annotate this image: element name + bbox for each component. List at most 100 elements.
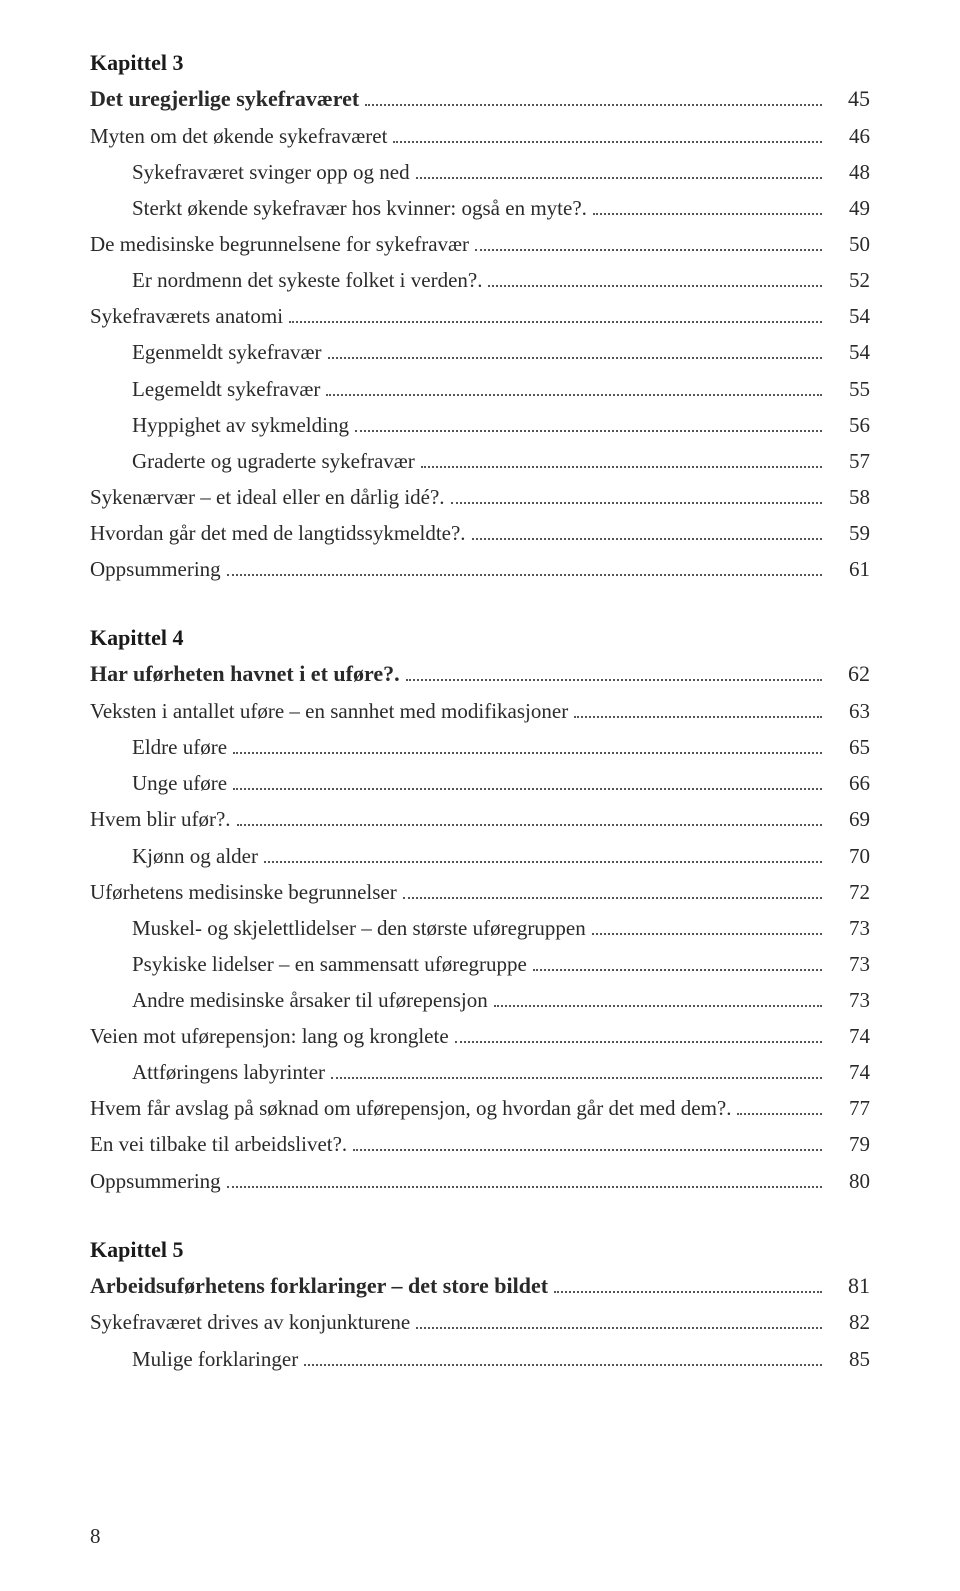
leader-dots <box>533 969 822 971</box>
toc-entry: Hvem får avslag på søknad om uførepensjo… <box>90 1090 870 1126</box>
leader-dots <box>416 177 822 179</box>
toc-entry: Oppsummering61 <box>90 551 870 587</box>
chapter-title-line: Det uregjerlige sykefraværet 45 <box>90 80 870 118</box>
toc-entry-label: Egenmeldt sykefravær <box>132 334 322 370</box>
leader-dots <box>233 788 822 790</box>
toc-entry-label: Attføringens labyrinter <box>132 1054 325 1090</box>
chapter-heading: Kapittel 3 <box>90 50 870 76</box>
leader-dots <box>304 1364 822 1366</box>
chapter-title-line: Arbeidsuførhetens forklaringer – det sto… <box>90 1267 870 1305</box>
toc-page-number: 66 <box>828 765 870 801</box>
toc-entry: Attføringens labyrinter 74 <box>90 1054 870 1090</box>
toc-entry: Sykefraværet svinger opp og ned 48 <box>90 154 870 190</box>
chapter-title: Har uførheten havnet i et uføre?. <box>90 655 400 693</box>
toc-entry-label: Legemeldt sykefravær <box>132 371 320 407</box>
toc-entry-label: Sykefraværets anatomi <box>90 298 283 334</box>
toc-page-number: 72 <box>828 874 870 910</box>
toc-entry-label: Psykiske lidelser – en sammensatt uføreg… <box>132 946 527 982</box>
toc-entry-label: Mulige forklaringer <box>132 1341 298 1377</box>
toc-entry-label: Oppsummering <box>90 1163 221 1199</box>
toc-page-number: 82 <box>828 1304 870 1340</box>
toc-page-number: 54 <box>828 298 870 334</box>
toc-entry-label: Oppsummering <box>90 551 221 587</box>
leader-dots <box>472 538 822 540</box>
leader-dots <box>574 716 822 718</box>
toc-entry: En vei tilbake til arbeidslivet?. 79 <box>90 1126 870 1162</box>
toc-page-number: 79 <box>828 1126 870 1162</box>
toc-page-number: 69 <box>828 801 870 837</box>
leader-dots <box>331 1077 822 1079</box>
toc-entry-label: Veien mot uførepensjon: lang og kronglet… <box>90 1018 449 1054</box>
toc-entry-label: Er nordmenn det sykeste folket i verden?… <box>132 262 482 298</box>
toc-page-number: 62 <box>828 655 870 693</box>
leader-dots <box>237 824 822 826</box>
toc-page-number: 74 <box>828 1054 870 1090</box>
toc-entry: Sykenærvær – et ideal eller en dårlig id… <box>90 479 870 515</box>
toc-page-number: 85 <box>828 1341 870 1377</box>
leader-dots <box>227 574 822 576</box>
toc-entry-label: En vei tilbake til arbeidslivet?. <box>90 1126 347 1162</box>
chapter-heading: Kapittel 4 <box>90 625 870 651</box>
toc-entry-label: Unge uføre <box>132 765 227 801</box>
chapter-heading: Kapittel 5 <box>90 1237 870 1263</box>
toc-entry-label: Myten om det økende sykefraværet <box>90 118 387 154</box>
toc-page-number: 73 <box>828 946 870 982</box>
toc-entry: De medisinske begrunnelsene for sykefrav… <box>90 226 870 262</box>
toc-entry: Sykefraværet drives av konjunkturene82 <box>90 1304 870 1340</box>
toc-entry: Hyppighet av sykmelding 56 <box>90 407 870 443</box>
toc-page-number: 52 <box>828 262 870 298</box>
toc-entry-label: Hyppighet av sykmelding <box>132 407 349 443</box>
toc-page-number: 81 <box>828 1267 870 1305</box>
toc-entry: Hvem blir ufør?. 69 <box>90 801 870 837</box>
toc-entry-label: Hvem får avslag på søknad om uførepensjo… <box>90 1090 731 1126</box>
toc-entry: Veksten i antallet uføre – en sannhet me… <box>90 693 870 729</box>
toc-entry: Legemeldt sykefravær55 <box>90 371 870 407</box>
leader-dots <box>475 249 822 251</box>
toc-page-number: 73 <box>828 982 870 1018</box>
section-gap <box>90 1199 870 1237</box>
leader-dots <box>365 104 822 106</box>
toc-entry-label: Muskel- og skjelettlidelser – den størst… <box>132 910 586 946</box>
leader-dots <box>416 1327 822 1329</box>
toc-page-number: 58 <box>828 479 870 515</box>
toc-page-number: 48 <box>828 154 870 190</box>
toc-entry: Graderte og ugraderte sykefravær57 <box>90 443 870 479</box>
leader-dots <box>353 1149 822 1151</box>
leader-dots <box>328 357 822 359</box>
leader-dots <box>233 752 822 754</box>
toc-page-number: 59 <box>828 515 870 551</box>
leader-dots <box>289 321 822 323</box>
toc-page-number: 54 <box>828 334 870 370</box>
leader-dots <box>737 1113 822 1115</box>
leader-dots <box>592 933 822 935</box>
toc-entry-label: De medisinske begrunnelsene for sykefrav… <box>90 226 469 262</box>
toc-entry-label: Eldre uføre <box>132 729 227 765</box>
chapter-title: Det uregjerlige sykefraværet <box>90 80 359 118</box>
toc-entry-label: Veksten i antallet uføre – en sannhet me… <box>90 693 568 729</box>
toc-entry-label: Uførhetens medisinske begrunnelser <box>90 874 397 910</box>
leader-dots <box>488 285 822 287</box>
toc-page-number: 56 <box>828 407 870 443</box>
leader-dots <box>455 1041 822 1043</box>
toc-entry: Myten om det økende sykefraværet46 <box>90 118 870 154</box>
section-gap <box>90 587 870 625</box>
toc-entry: Sterkt økende sykefravær hos kvinner: og… <box>90 190 870 226</box>
toc-page-number: 70 <box>828 838 870 874</box>
toc-page-number: 80 <box>828 1163 870 1199</box>
toc-entry: Hvordan går det med de langtidssykmeldte… <box>90 515 870 551</box>
toc-page-number: 74 <box>828 1018 870 1054</box>
leader-dots <box>494 1005 822 1007</box>
toc-page-number: 49 <box>828 190 870 226</box>
toc-entry: Unge uføre 66 <box>90 765 870 801</box>
toc-entry: Muskel- og skjelettlidelser – den størst… <box>90 910 870 946</box>
leader-dots <box>593 213 822 215</box>
toc-page-number: 45 <box>828 80 870 118</box>
toc-entry: Veien mot uførepensjon: lang og kronglet… <box>90 1018 870 1054</box>
toc-entry-label: Kjønn og alder <box>132 838 258 874</box>
toc-entry: Andre medisinske årsaker til uførepensjo… <box>90 982 870 1018</box>
toc-page-number: 77 <box>828 1090 870 1126</box>
toc-entry-label: Hvem blir ufør?. <box>90 801 231 837</box>
toc-entry-label: Sykenærvær – et ideal eller en dårlig id… <box>90 479 445 515</box>
toc-entry-label: Sykefraværet svinger opp og ned <box>132 154 410 190</box>
leader-dots <box>227 1186 822 1188</box>
